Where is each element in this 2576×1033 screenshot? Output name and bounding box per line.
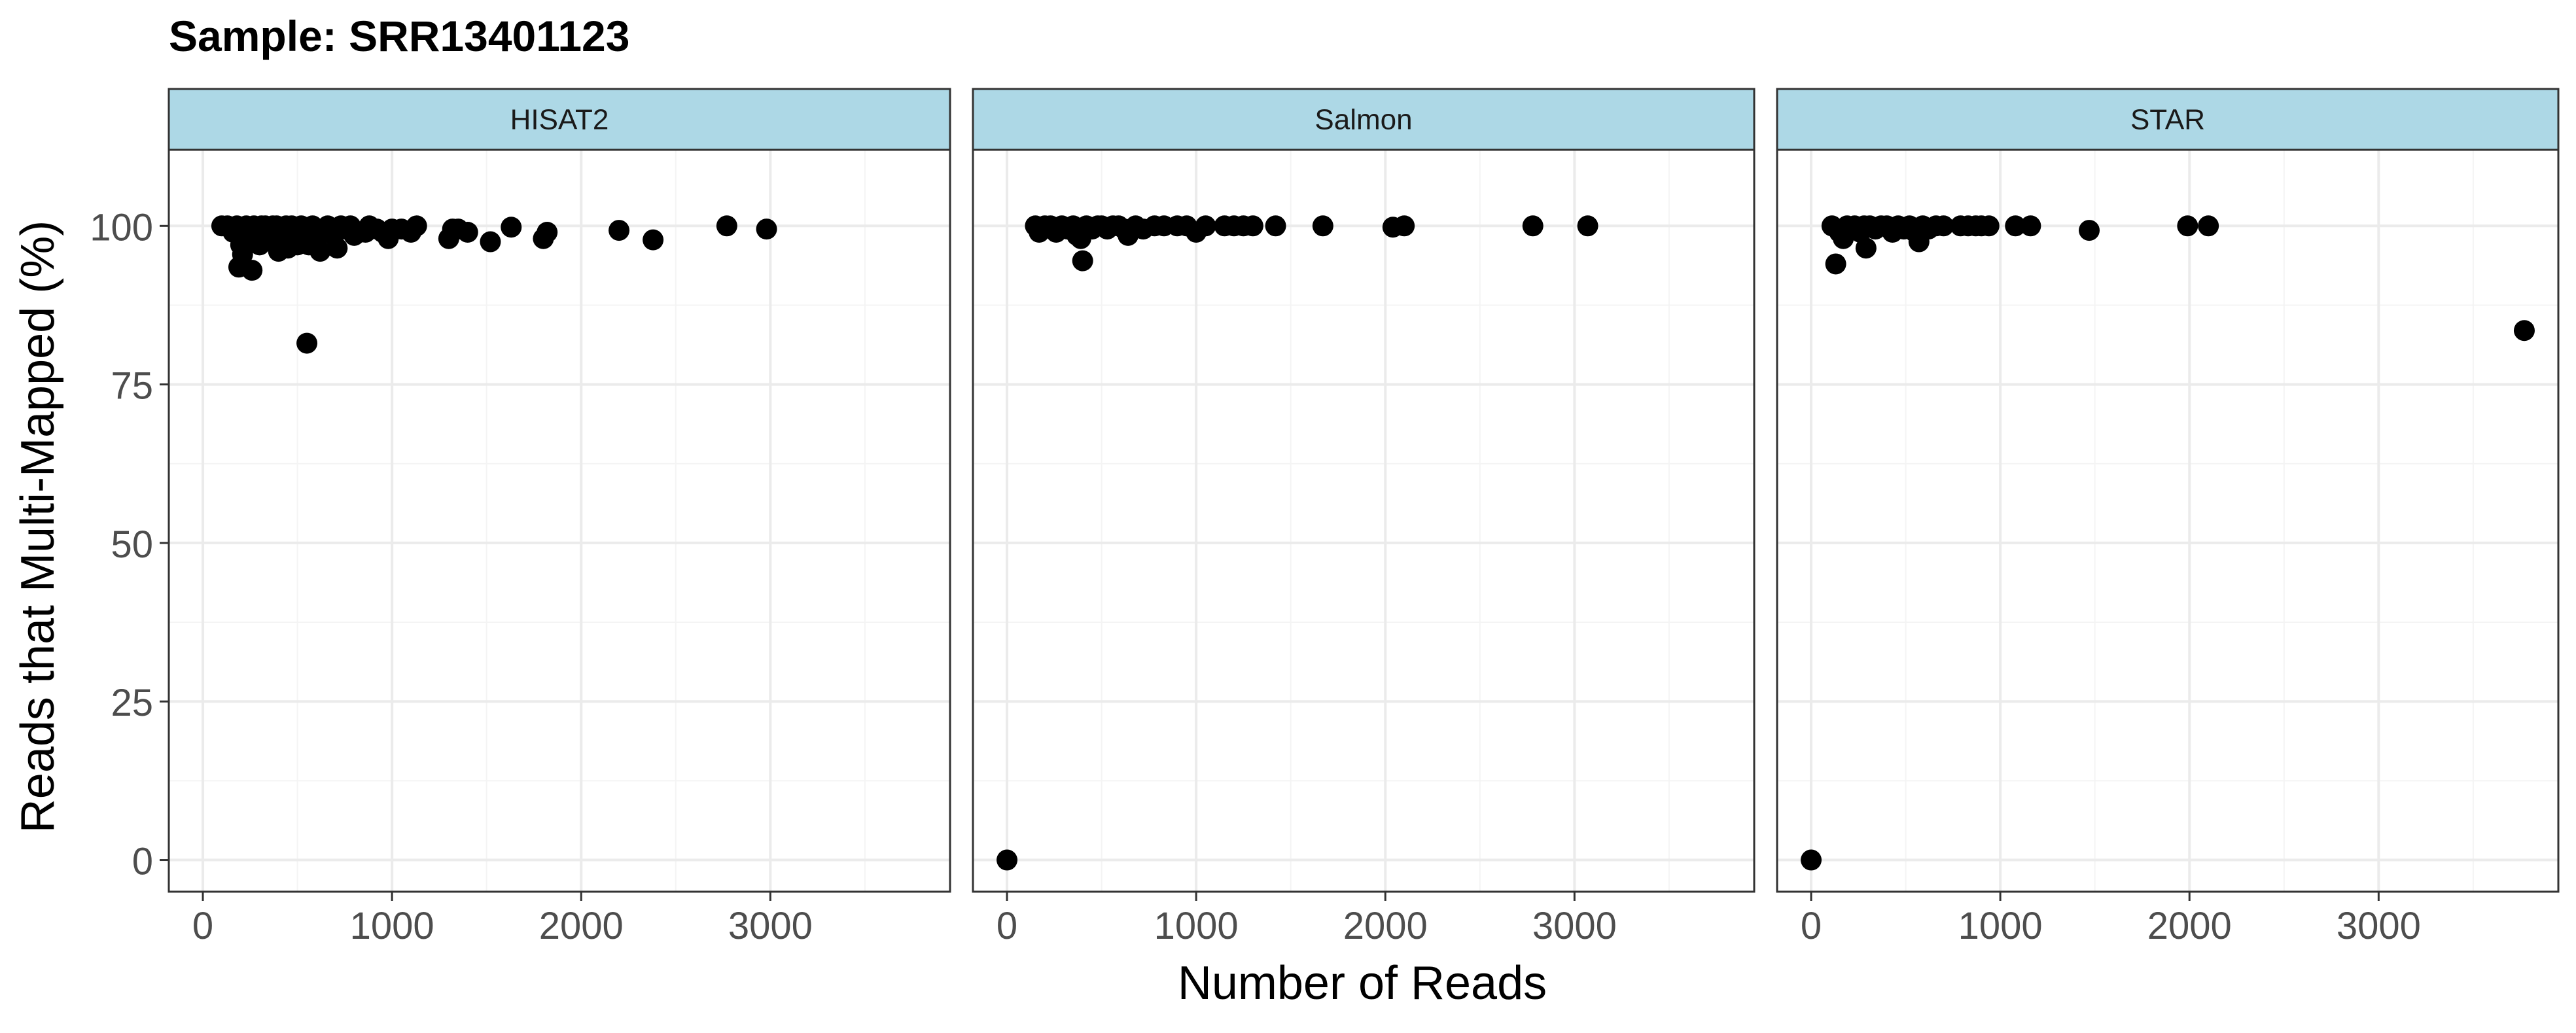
x-tick-label: 1000 (1154, 905, 1239, 947)
y-tick-label: 0 (132, 841, 153, 883)
data-point (326, 237, 348, 259)
x-tick-label: 3000 (728, 905, 813, 947)
data-point (2005, 215, 2026, 237)
data-point (997, 849, 1018, 871)
x-tick-label: 3000 (2337, 905, 2421, 947)
y-tick-label: 75 (111, 365, 153, 408)
panel-background (1777, 150, 2558, 892)
facet-panel-star: STAR 0 1000 2000 3000 (1776, 88, 2560, 947)
data-point (296, 332, 318, 354)
data-point (1072, 250, 1093, 271)
data-point (406, 215, 427, 237)
data-point (480, 231, 501, 253)
x-tick-label: 1000 (350, 905, 434, 947)
data-point (241, 260, 263, 281)
y-tick-label: 100 (90, 206, 153, 249)
data-point (2198, 215, 2219, 237)
data-point (501, 217, 522, 238)
data-point (2020, 215, 2041, 237)
data-point (609, 220, 630, 241)
panel-background (169, 150, 950, 892)
facet-strip (1776, 88, 2560, 151)
y-tick-label: 25 (111, 682, 153, 724)
data-point (232, 243, 253, 265)
data-point (2079, 220, 2100, 241)
facet-strip (168, 88, 951, 151)
data-point (1801, 849, 1822, 871)
data-point (1855, 237, 1877, 259)
x-tick-label: 2000 (1343, 905, 1428, 947)
chart-title: Sample: SRR13401123 (169, 12, 629, 60)
data-point (643, 229, 664, 251)
data-point (1825, 253, 1846, 275)
facet-strip-label: STAR (2130, 104, 2205, 136)
data-point (1978, 215, 2000, 237)
data-point (309, 241, 331, 262)
data-point (537, 222, 558, 243)
data-point (1242, 215, 1263, 237)
facet-panel-salmon: Salmon 0 1000 2000 3000 (972, 88, 1756, 947)
x-tick-label: 0 (997, 905, 1017, 947)
x-tick-label: 2000 (539, 905, 624, 947)
x-tick-label: 0 (192, 905, 213, 947)
x-tick-label: 1000 (1958, 905, 2043, 947)
data-point (1265, 215, 1286, 237)
facet-strip-label: HISAT2 (510, 104, 609, 136)
data-point (1577, 215, 1598, 237)
x-axis-label: Number of Reads (1178, 957, 1547, 1009)
data-point (457, 222, 478, 243)
x-tick-label: 2000 (2147, 905, 2232, 947)
x-tick-label: 0 (1801, 905, 1822, 947)
data-point (716, 215, 737, 237)
y-tick-label: 50 (111, 523, 153, 566)
data-point (1312, 215, 1333, 237)
facet-panels: 0 25 50 75 100 HISAT2 0 1000 2000 3000 Salmon 0 1000… (90, 88, 2560, 947)
panel-background (973, 150, 1754, 892)
data-point (756, 219, 777, 240)
facet-panel-hisat2: HISAT2 0 1000 2000 3000 (168, 88, 951, 947)
y-axis-label: Reads that Multi-Mapped (%) (12, 220, 64, 833)
data-point (1195, 215, 1216, 237)
facet-strip-label: Salmon (1314, 104, 1412, 136)
x-tick-label: 3000 (1532, 905, 1617, 947)
data-point (1933, 215, 1954, 237)
data-point (1522, 215, 1544, 237)
data-point (2177, 215, 2198, 237)
data-point (1394, 215, 1415, 237)
y-axis: 0 25 50 75 100 (90, 206, 169, 883)
data-point (2513, 320, 2535, 341)
facet-strip (972, 88, 1756, 151)
